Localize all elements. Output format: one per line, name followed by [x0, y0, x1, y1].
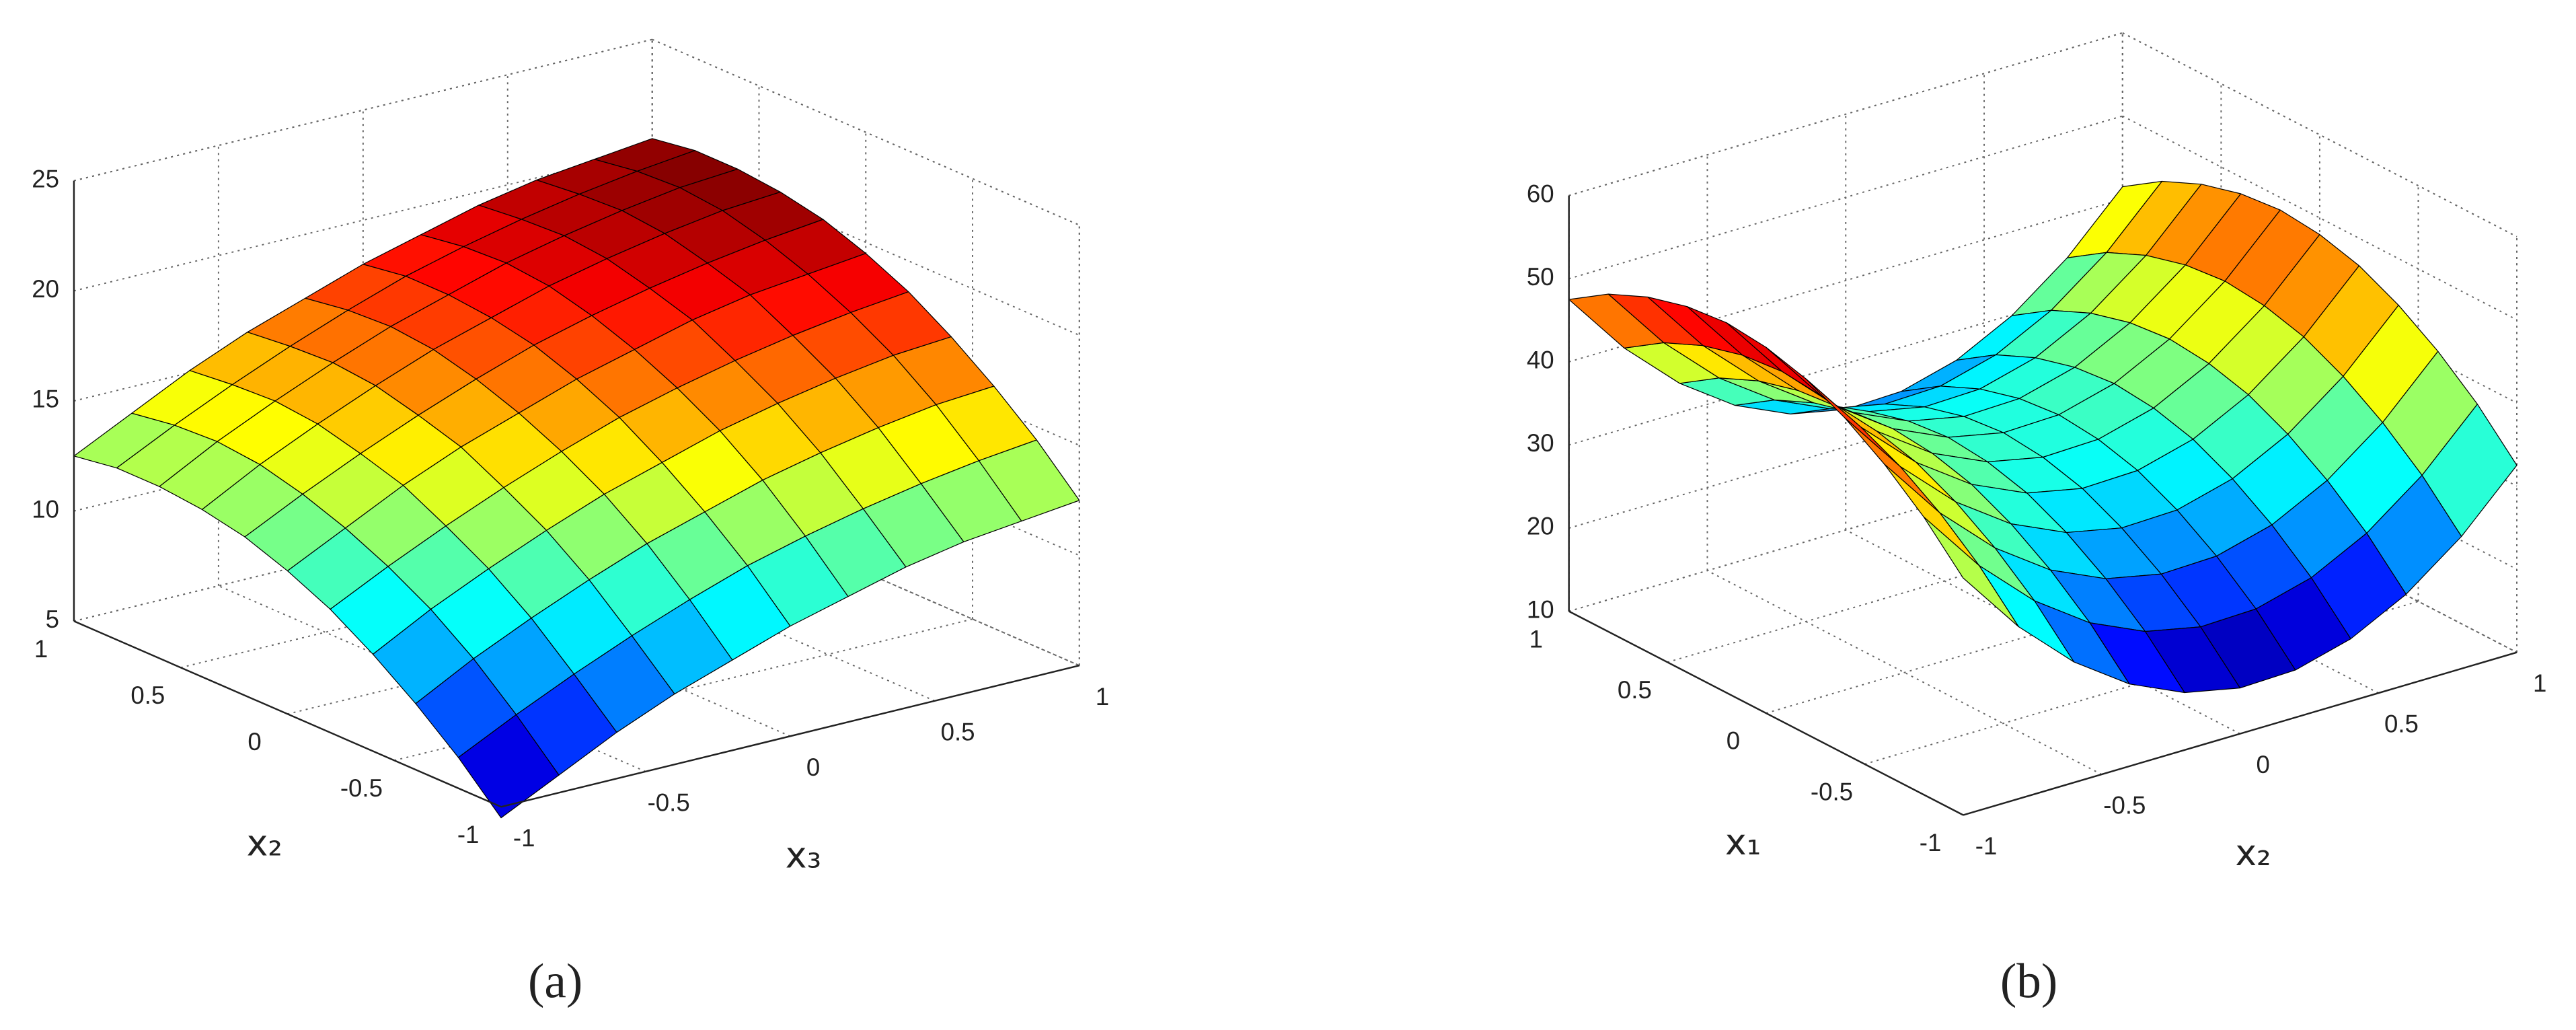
y-axis-label: x₁	[1725, 821, 1761, 863]
y-tick-label: 1	[1529, 625, 1543, 653]
z-tick-label: 20	[1527, 513, 1554, 540]
x-tick-label: -1	[513, 824, 535, 852]
grid-line	[2122, 115, 2517, 321]
y-tick-label: -1	[457, 821, 480, 848]
grid-line	[1568, 115, 2123, 280]
x-tick-label: 1	[1096, 683, 1109, 710]
y-tick-label: 1	[34, 635, 48, 663]
y-tick-label: -0.5	[1811, 778, 1853, 805]
grid-line	[2122, 32, 2517, 237]
surface-chart: 5 10 15 20 25 -1 -0.5 0 0.5 1 -1 -0.5 0 0.5 1 x₃ x₂ (a)	[32, 38, 1109, 1008]
x-tick-label: -0.5	[648, 788, 690, 816]
z-tick-label: 50	[1527, 263, 1554, 291]
y-axis-label: x₂	[247, 821, 282, 864]
grid-line	[652, 38, 1080, 226]
y-tick-label: -1	[1920, 829, 1942, 856]
z-tick-label: 25	[32, 165, 59, 192]
surface-facet	[1923, 516, 2019, 628]
x-tick-label: -1	[1975, 832, 1998, 860]
y-tick-label: 0.5	[1618, 676, 1652, 704]
z-tick-label: 20	[32, 275, 59, 303]
y-tick-label: 0	[248, 728, 261, 756]
grid-line	[1707, 570, 2103, 775]
x-axis-label: x₂	[2235, 832, 2271, 874]
x-tick-label: -0.5	[2103, 792, 2146, 819]
grid-line	[1568, 32, 2123, 196]
x-axis	[1963, 651, 2517, 816]
x-axis-label: x₃	[786, 834, 821, 877]
z-tick-label: 15	[32, 385, 59, 413]
x-tick-label: 0	[2256, 751, 2269, 778]
grid-line	[1568, 198, 2123, 363]
grid-line	[2122, 447, 2517, 653]
x-tick-label: 0.5	[941, 718, 975, 745]
grid-line	[1845, 529, 2240, 735]
surface-facet	[457, 714, 560, 819]
y-axis	[73, 620, 502, 808]
z-tick-label: 60	[1527, 180, 1554, 207]
y-tick-label: -0.5	[340, 774, 383, 802]
y-tick-label: 0	[1727, 727, 1740, 755]
z-tick-label: 30	[1527, 429, 1554, 457]
y-axis	[1568, 610, 1964, 816]
z-tick-label: 5	[46, 605, 59, 633]
x-tick-label: 0	[806, 753, 820, 781]
x-tick-label: 0.5	[2384, 710, 2419, 738]
surface-chart: 10 20 30 40 50 60 -1 -0.5 0 0.5 1 -1 -0.5 0 0.5 1 x₂ x₁ (b…	[1527, 32, 2546, 1008]
grid-line	[652, 149, 1080, 336]
x-axis	[500, 665, 1080, 808]
panel-caption: (b)	[2000, 953, 2057, 1008]
z-tick-label: 40	[1527, 346, 1554, 374]
z-tick-label: 10	[32, 495, 59, 523]
z-tick-label: 10	[1527, 595, 1554, 623]
x-tick-label: 1	[2533, 669, 2546, 697]
panel-caption: (a)	[528, 953, 582, 1008]
y-tick-label: 0.5	[130, 682, 165, 709]
